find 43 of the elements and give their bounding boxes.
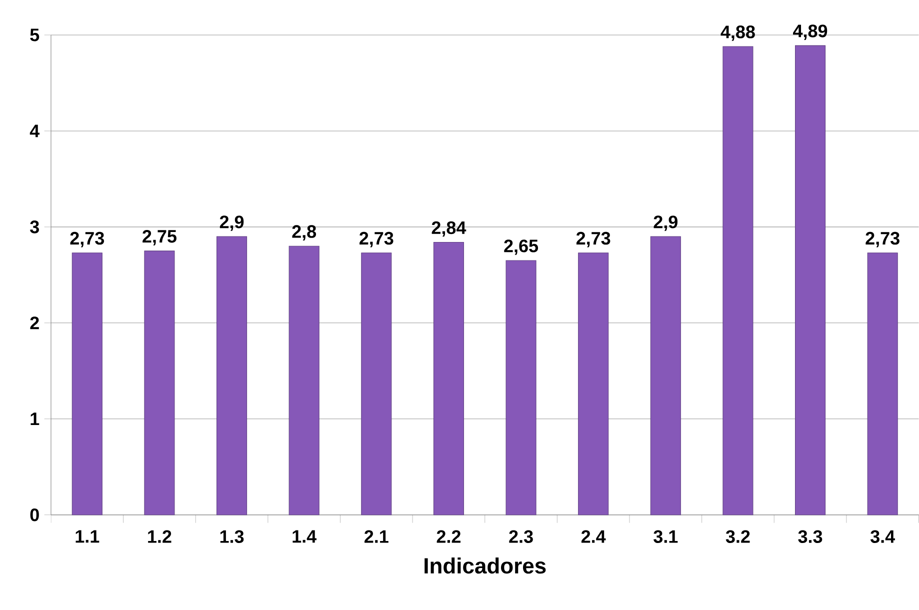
x-axis-title: Indicadores — [424, 558, 546, 574]
bar — [867, 252, 898, 516]
bar — [216, 236, 248, 516]
x-tick-label: 2.3 — [509, 530, 533, 544]
data-label: 4,89 — [793, 24, 828, 40]
x-tick-label: 3.3 — [798, 530, 822, 544]
data-label: 2,73 — [576, 232, 610, 248]
data-label: 2,73 — [360, 232, 394, 248]
data-label: 2,65 — [504, 240, 538, 256]
y-tick-label: 0 — [30, 508, 39, 522]
bar — [72, 252, 102, 516]
y-tick-label: 5 — [30, 28, 40, 42]
bar — [795, 45, 826, 516]
bar — [506, 260, 536, 516]
x-tick-label: 1.2 — [148, 530, 172, 543]
data-label: 2,8 — [292, 225, 316, 241]
data-label: 2,73 — [866, 232, 900, 248]
x-tick-label: 1.3 — [220, 530, 244, 544]
y-tick-label: 3 — [30, 220, 39, 234]
x-tick-label: 1.4 — [292, 530, 316, 543]
bar — [361, 252, 392, 516]
data-label: 2,73 — [70, 232, 104, 248]
bar — [578, 252, 609, 516]
x-tick-label: 2.4 — [581, 530, 606, 543]
bar — [288, 246, 320, 516]
data-label: 2,9 — [220, 216, 244, 232]
bar — [433, 242, 464, 516]
x-tick-label: 3.2 — [726, 530, 750, 544]
data-label: 2,84 — [432, 221, 466, 237]
x-tick-label: 2.1 — [364, 530, 388, 543]
x-tick-label: 1.1 — [76, 530, 100, 543]
data-label: 4,88 — [720, 26, 755, 41]
bar — [722, 46, 754, 516]
data-label: 2,75 — [142, 230, 176, 246]
bar — [144, 250, 175, 516]
y-tick-label: 2 — [30, 316, 39, 330]
y-tick-label: 4 — [30, 124, 40, 138]
x-tick-label: 3.4 — [870, 530, 895, 544]
data-label: 2,9 — [654, 216, 678, 232]
y-tick-label: 1 — [30, 412, 40, 426]
x-tick-label: 2.2 — [436, 530, 460, 543]
bar — [650, 236, 681, 516]
x-tick-label: 3.1 — [654, 530, 678, 544]
